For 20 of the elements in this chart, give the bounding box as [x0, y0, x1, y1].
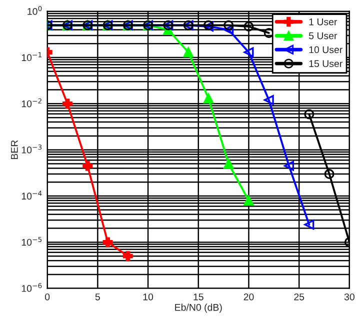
x-tick-label: 30	[344, 293, 354, 300]
x-tick-label: 10	[143, 293, 154, 300]
y-tick-label: 10$^{−6}$	[22, 283, 42, 292]
y-tick-label: 10$^{−1}$	[22, 52, 42, 62]
legend-label: 1 User	[309, 18, 338, 26]
y-axis-title: BER	[11, 140, 18, 160]
y-tick-label: 10$^{−4}$	[22, 190, 42, 200]
x-tick-label: 20	[244, 293, 254, 300]
y-tick-label: 10$^{−2}$	[22, 98, 42, 108]
legend-label: 5 User	[308, 32, 338, 40]
x-tick-label: 15	[194, 294, 204, 300]
y-tick-label: 10$^{−3}$	[22, 144, 42, 154]
x-tick-label: 0	[44, 293, 50, 300]
y-tick-label: 10$^{−5}$	[22, 236, 42, 246]
x-tick-label: 5	[95, 294, 100, 300]
x-tick-label: 25	[294, 293, 304, 300]
y-tick-label: 10$^{0}$	[28, 6, 42, 15]
x-axis-title: Eb/N0 (dB)	[175, 304, 222, 313]
legend-label: 15 User	[309, 60, 342, 68]
legend-label: 10 User	[309, 46, 342, 54]
